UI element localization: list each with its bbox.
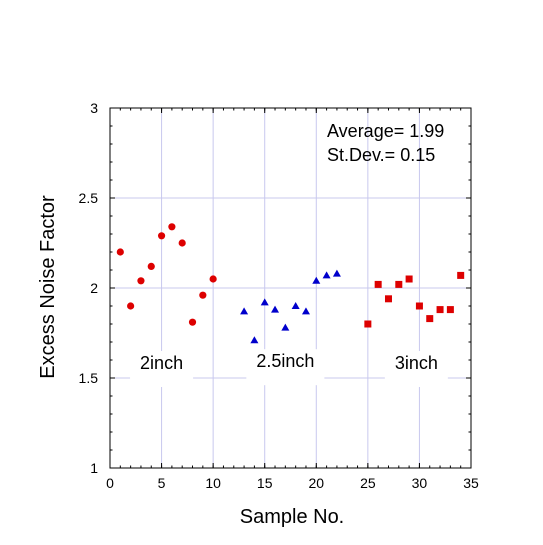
2inch-point (168, 223, 176, 231)
2inch-point (178, 239, 186, 247)
group-label-2inch: 2inch (140, 353, 183, 373)
y-tick-label: 2.5 (79, 190, 99, 206)
x-tick-label: 10 (205, 475, 221, 491)
group-label-2.5inch: 2.5inch (256, 351, 314, 371)
2.5inch-point (281, 323, 290, 331)
2.5inch-point (250, 336, 259, 344)
3inch-point (415, 302, 423, 310)
3inch-point (426, 315, 434, 323)
x-tick-label: 35 (463, 475, 479, 491)
2inch-point (199, 291, 207, 299)
x-tick-label: 20 (308, 475, 324, 491)
3inch-point (446, 306, 454, 314)
3inch-point (374, 280, 382, 288)
2.5inch-point (291, 302, 300, 309)
2.5inch-point (301, 307, 310, 315)
2inch-point (188, 318, 197, 326)
2inch-point (157, 232, 166, 240)
group-label-background (384, 351, 448, 387)
x-tick-label: 15 (257, 475, 273, 491)
group-label-backgrounds (130, 349, 448, 387)
x-tick-label: 5 (158, 475, 166, 491)
x-axis-title: Sample No. (240, 506, 345, 528)
2.5inch-point (332, 269, 341, 277)
3inch-point (384, 295, 392, 303)
data-points (116, 223, 465, 344)
2.5inch-point (260, 298, 269, 306)
3inch-point (436, 306, 444, 314)
average-annotation: Average= 1.99 (327, 121, 444, 141)
2inch-point (147, 262, 155, 270)
x-tick-label: 0 (106, 475, 114, 491)
2inch-point (209, 275, 217, 283)
y-tick-label: 1 (90, 460, 98, 476)
2inch-point (137, 277, 145, 285)
y-tick-label: 2 (90, 280, 98, 296)
3inch-point (364, 320, 372, 328)
2.5inch-point (240, 307, 249, 315)
2inch-point (127, 302, 135, 310)
2.5inch-point (312, 276, 321, 284)
3inch-point (457, 271, 465, 279)
group-label-background (246, 349, 325, 386)
x-tick-label: 25 (360, 475, 376, 491)
stdev-annotation: St.Dev.= 0.15 (327, 145, 435, 165)
y-tick-label: 1.5 (79, 370, 99, 386)
3inch-point (395, 280, 403, 288)
group-label-background (130, 351, 194, 387)
3inch-point (405, 275, 413, 283)
y-tick-label: 3 (90, 100, 98, 116)
2.5inch-point (322, 271, 331, 279)
2.5inch-point (271, 305, 280, 313)
y-axis-title: Excess Noise Factor (37, 195, 59, 379)
axis-ticks: 0 5 10 15 20 25 30 35 1 1.5 2 2.5 3 (79, 100, 479, 491)
2inch-point (116, 248, 124, 256)
x-tick-label: 30 (412, 475, 428, 491)
group-labels: 2inch 2.5inch 3inch (140, 351, 438, 373)
group-label-3inch: 3inch (395, 353, 438, 373)
